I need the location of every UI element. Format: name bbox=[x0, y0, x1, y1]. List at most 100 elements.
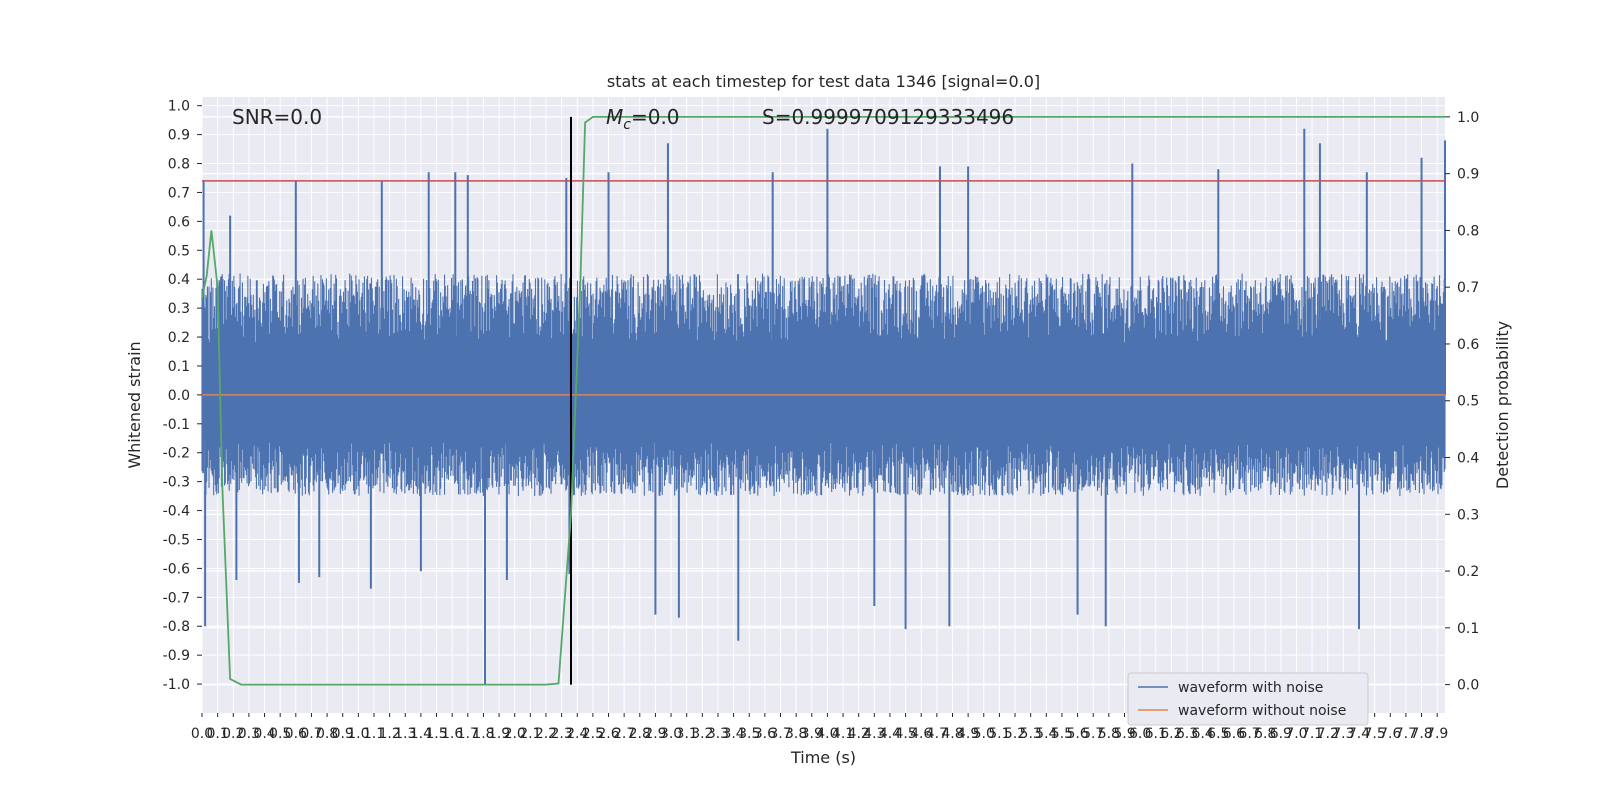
x-tick-label: 7.6 bbox=[1379, 726, 1401, 742]
x-tick-label: 4.2 bbox=[848, 726, 870, 742]
y-tick-label: 1.0 bbox=[168, 99, 190, 115]
x-tick-label: 5.7 bbox=[1082, 726, 1104, 742]
y2-axis-label: Detection probability bbox=[1493, 321, 1512, 489]
x-tick-label: 0.1 bbox=[207, 726, 229, 742]
x-tick-label: 3.6 bbox=[754, 726, 776, 742]
x-tick-label: 4.6 bbox=[910, 726, 932, 742]
x-tick-label: 5.2 bbox=[1004, 726, 1026, 742]
y-tick-label: 0.2 bbox=[168, 330, 190, 346]
y-tick-label: -0.2 bbox=[163, 446, 190, 462]
y-tick-label: -0.1 bbox=[163, 417, 190, 433]
y-tick-label: 0.9 bbox=[168, 128, 190, 144]
y-tick-label: 0.4 bbox=[168, 272, 190, 288]
waveform-with-noise-line bbox=[201, 273, 1446, 497]
x-tick-label: 2.4 bbox=[566, 726, 588, 742]
x-tick-label: 0.5 bbox=[269, 726, 291, 742]
x-tick-label: 7.1 bbox=[1301, 726, 1323, 742]
y-tick-label: -0.4 bbox=[163, 504, 190, 520]
x-tick-label: 5.4 bbox=[1035, 726, 1057, 742]
x-tick-label: 5.5 bbox=[1051, 726, 1073, 742]
x-tick-label: 2.2 bbox=[535, 726, 557, 742]
x-tick-label: 5.8 bbox=[1098, 726, 1120, 742]
x-tick-label: 3.5 bbox=[738, 726, 760, 742]
legend-label-waveform-without-noise: waveform without noise bbox=[1178, 703, 1346, 719]
detection-probability-line bbox=[201, 116, 1445, 686]
x-tick-label: 1.3 bbox=[394, 726, 416, 742]
x-tick-label: 7.2 bbox=[1317, 726, 1339, 742]
x-tick-label: 7.3 bbox=[1332, 726, 1354, 742]
x-tick-label: 0.4 bbox=[253, 726, 275, 742]
chirp-mass-annotation: Mc=0.0 bbox=[606, 105, 680, 133]
y-tick-label: -0.5 bbox=[163, 532, 190, 548]
y2-tick-label: 1.0 bbox=[1457, 110, 1479, 126]
x-tick-label: 2.5 bbox=[582, 726, 604, 742]
y-tick-label: -0.8 bbox=[163, 619, 190, 635]
y-tick-label: -1.0 bbox=[163, 677, 190, 693]
x-tick-label: 7.4 bbox=[1348, 726, 1370, 742]
x-tick-label: 2.3 bbox=[550, 726, 572, 742]
x-tick-label: 3.4 bbox=[722, 726, 744, 742]
x-tick-label: 4.3 bbox=[863, 726, 885, 742]
x-tick-label: 7.8 bbox=[1410, 726, 1432, 742]
axes: 1.00.90.80.70.60.50.40.30.20.10.0-0.1-0.… bbox=[163, 99, 1480, 742]
x-tick-label: 6.1 bbox=[1145, 726, 1167, 742]
x-tick-label: 1.4 bbox=[410, 726, 432, 742]
score-annotation: S=0.9999709129333496 bbox=[762, 105, 1014, 129]
y-tick-label: 0.1 bbox=[168, 359, 190, 375]
x-tick-label: 3.3 bbox=[707, 726, 729, 742]
x-tick-label: 4.4 bbox=[879, 726, 901, 742]
y-tick-label: -0.3 bbox=[163, 475, 190, 491]
x-tick-label: 6.6 bbox=[1223, 726, 1245, 742]
y-axis-label: Whitened strain bbox=[125, 341, 144, 468]
y-tick-label: 0.0 bbox=[168, 388, 190, 404]
x-tick-label: 1.0 bbox=[347, 726, 369, 742]
x-tick-label: 7.9 bbox=[1426, 726, 1448, 742]
x-tick-label: 2.6 bbox=[597, 726, 619, 742]
x-axis-label: Time (s) bbox=[790, 748, 856, 767]
y2-tick-label: 0.9 bbox=[1457, 167, 1479, 183]
x-tick-label: 6.9 bbox=[1270, 726, 1292, 742]
y2-tick-label: 0.0 bbox=[1457, 678, 1479, 694]
y-tick-label: 0.3 bbox=[168, 301, 190, 317]
y2-tick-label: 0.1 bbox=[1457, 621, 1479, 637]
x-tick-label: 4.9 bbox=[957, 726, 979, 742]
x-tick-label: 4.0 bbox=[816, 726, 838, 742]
x-tick-label: 0.2 bbox=[222, 726, 244, 742]
x-tick-label: 2.9 bbox=[644, 726, 666, 742]
x-tick-label: 3.7 bbox=[769, 726, 791, 742]
chirp-mass-subscript: c bbox=[623, 117, 631, 133]
x-tick-label: 3.9 bbox=[801, 726, 823, 742]
y2-tick-label: 0.4 bbox=[1457, 451, 1479, 467]
x-tick-label: 0.8 bbox=[316, 726, 338, 742]
x-tick-label: 3.2 bbox=[691, 726, 713, 742]
x-tick-label: 2.7 bbox=[613, 726, 635, 742]
y-tick-label: 0.7 bbox=[168, 185, 190, 201]
x-tick-label: 4.7 bbox=[926, 726, 948, 742]
x-tick-label: 2.8 bbox=[629, 726, 651, 742]
x-tick-label: 1.8 bbox=[472, 726, 494, 742]
x-tick-label: 6.3 bbox=[1176, 726, 1198, 742]
y2-tick-label: 0.2 bbox=[1457, 564, 1479, 580]
x-tick-label: 6.5 bbox=[1207, 726, 1229, 742]
x-tick-label: 6.0 bbox=[1129, 726, 1151, 742]
x-tick-label: 3.0 bbox=[660, 726, 682, 742]
x-tick-label: 6.8 bbox=[1254, 726, 1276, 742]
x-tick-label: 0.6 bbox=[285, 726, 307, 742]
x-tick-label: 5.1 bbox=[988, 726, 1010, 742]
legend-label-waveform-with-noise: waveform with noise bbox=[1178, 680, 1323, 696]
y-tick-label: -0.6 bbox=[163, 561, 190, 577]
x-tick-label: 6.7 bbox=[1238, 726, 1260, 742]
y2-tick-label: 0.7 bbox=[1457, 280, 1479, 296]
x-tick-label: 6.4 bbox=[1192, 726, 1214, 742]
legend: waveform with noise waveform without noi… bbox=[1127, 672, 1369, 726]
y2-tick-label: 0.5 bbox=[1457, 394, 1479, 410]
x-tick-label: 5.9 bbox=[1113, 726, 1135, 742]
y-tick-label: 0.8 bbox=[168, 157, 190, 173]
x-tick-label: 0.7 bbox=[300, 726, 322, 742]
x-tick-label: 2.0 bbox=[504, 726, 526, 742]
x-tick-label: 0.0 bbox=[191, 726, 213, 742]
x-tick-label: 1.1 bbox=[363, 726, 385, 742]
x-tick-label: 7.5 bbox=[1364, 726, 1386, 742]
overlay-lines bbox=[201, 116, 1445, 686]
